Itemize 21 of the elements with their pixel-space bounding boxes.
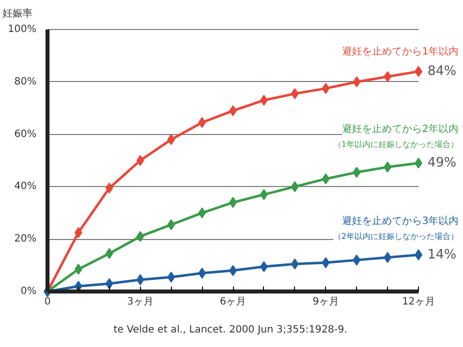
text: te Velde et al., Lancet. 2000 Jun 3;355:1928-9. bbox=[114, 324, 348, 336]
y-axis-title: 妊娠率 bbox=[2, 8, 32, 20]
y-tick-label: 20% bbox=[14, 234, 37, 245]
x-tick-label: 6ヶ月 bbox=[220, 296, 246, 308]
x-tick-label: 3ヶ月 bbox=[127, 296, 154, 308]
data-label: 49% bbox=[428, 156, 456, 171]
data-label: 84% bbox=[428, 64, 456, 79]
y-tick-label: 100% bbox=[8, 24, 37, 35]
y-tick-label: 60% bbox=[14, 128, 37, 140]
data-label: 14% bbox=[428, 247, 456, 262]
text: 避妊を止めてから2年以内 bbox=[342, 123, 459, 136]
x-tick-label: 0 bbox=[44, 296, 51, 308]
text: 避妊を止めてから3年以内 bbox=[342, 214, 459, 227]
x-tick-label: 12ヶ月 bbox=[402, 296, 435, 308]
annotation: （1年以内に妊娠しなかった場合） bbox=[333, 140, 459, 150]
y-tick-label: 0% bbox=[20, 286, 37, 297]
y-tick-label: 80% bbox=[14, 76, 37, 88]
text: 避妊を止めてから1年以内 bbox=[342, 45, 459, 58]
annotation: （2年以内に妊娠しなかった場合） bbox=[333, 232, 459, 241]
x-tick-label: 9ヶ月 bbox=[312, 296, 339, 308]
y-tick-label: 40% bbox=[14, 181, 37, 192]
